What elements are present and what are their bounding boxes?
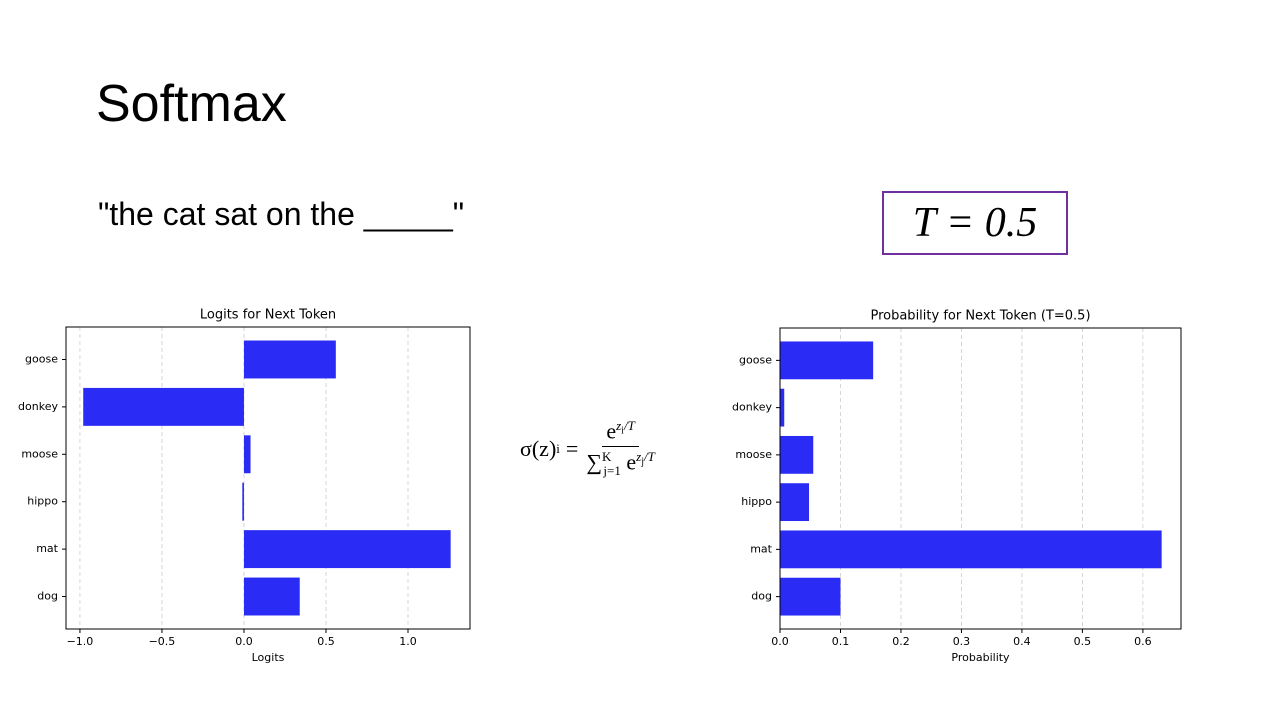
- temperature-box: T = 0.5: [882, 191, 1068, 255]
- chart-title: Probability for Next Token (T=0.5): [870, 309, 1090, 324]
- formula-text: e: [626, 449, 637, 475]
- formula-text: j: [641, 456, 644, 468]
- x-tick-label: 0.5: [317, 635, 335, 648]
- x-tick-label: 0.1: [832, 635, 850, 648]
- y-tick-label: mat: [750, 542, 772, 555]
- bar: [780, 577, 841, 616]
- formula-index: i: [556, 440, 560, 456]
- formula-text: z: [616, 418, 622, 433]
- bar: [243, 340, 336, 379]
- plot-frame: [65, 326, 471, 630]
- bar: [780, 530, 1162, 569]
- chart-title: Logits for Next Token: [200, 308, 336, 323]
- x-tick-label: 0.5: [1074, 635, 1092, 648]
- formula-text: ∑: [586, 449, 603, 475]
- formula-lhs: σ(z): [520, 435, 557, 461]
- y-tick-label: dog: [37, 590, 58, 603]
- y-tick-label: dog: [751, 590, 772, 603]
- y-tick-label: donkey: [18, 400, 58, 413]
- bar: [243, 435, 251, 474]
- formula-equals: =: [565, 435, 579, 461]
- formula-text: /T: [643, 449, 655, 465]
- bar: [243, 530, 451, 569]
- bar: [780, 483, 810, 522]
- plot-frame: [779, 327, 1182, 630]
- softmax-formula: σ(z) i = ezi/T ∑Kj=1 ezj/T: [520, 418, 655, 479]
- x-tick-label: −1.0: [67, 635, 94, 648]
- slide-title: Softmax: [96, 75, 287, 133]
- y-tick-label: moose: [21, 447, 58, 460]
- x-tick-label: 0.0: [771, 635, 789, 648]
- bar: [780, 341, 874, 380]
- y-tick-label: mat: [36, 542, 58, 555]
- y-tick-label: moose: [735, 448, 772, 461]
- formula-fraction: ezi/T ∑Kj=1 ezj/T: [586, 418, 654, 479]
- x-tick-label: 0.3: [953, 635, 971, 648]
- y-tick-label: goose: [739, 353, 772, 366]
- y-tick-label: goose: [25, 352, 58, 365]
- formula-text: i: [621, 425, 624, 437]
- formula-text: j=1: [603, 463, 621, 479]
- formula-text: zi/T: [616, 418, 635, 437]
- formula-denominator: ∑Kj=1 ezj/T: [586, 447, 654, 479]
- formula-text: z: [636, 449, 642, 465]
- formula-text: K: [602, 449, 612, 465]
- x-axis-label: Logits: [252, 651, 285, 664]
- y-tick-label: hippo: [27, 495, 58, 508]
- x-tick-label: 0.6: [1134, 635, 1152, 648]
- y-tick-label: donkey: [732, 401, 772, 414]
- prompt-text: "the cat sat on the _____": [98, 196, 465, 232]
- bar: [83, 387, 244, 426]
- x-tick-label: −0.5: [149, 635, 176, 648]
- bar: [780, 388, 785, 427]
- y-tick-label: hippo: [741, 495, 772, 508]
- formula-text: /T: [623, 418, 635, 433]
- x-axis-label: Probability: [951, 651, 1010, 664]
- bar: [242, 482, 244, 521]
- formula-text: zj/T: [636, 449, 655, 468]
- formula-text: e: [606, 418, 617, 444]
- bar: [780, 435, 814, 474]
- x-tick-label: 0.2: [892, 635, 910, 648]
- formula-numerator: ezi/T: [602, 418, 639, 448]
- x-tick-label: 1.0: [399, 635, 417, 648]
- x-tick-label: 0.4: [1013, 635, 1031, 648]
- bar: [243, 577, 300, 616]
- x-tick-label: 0.0: [235, 635, 253, 648]
